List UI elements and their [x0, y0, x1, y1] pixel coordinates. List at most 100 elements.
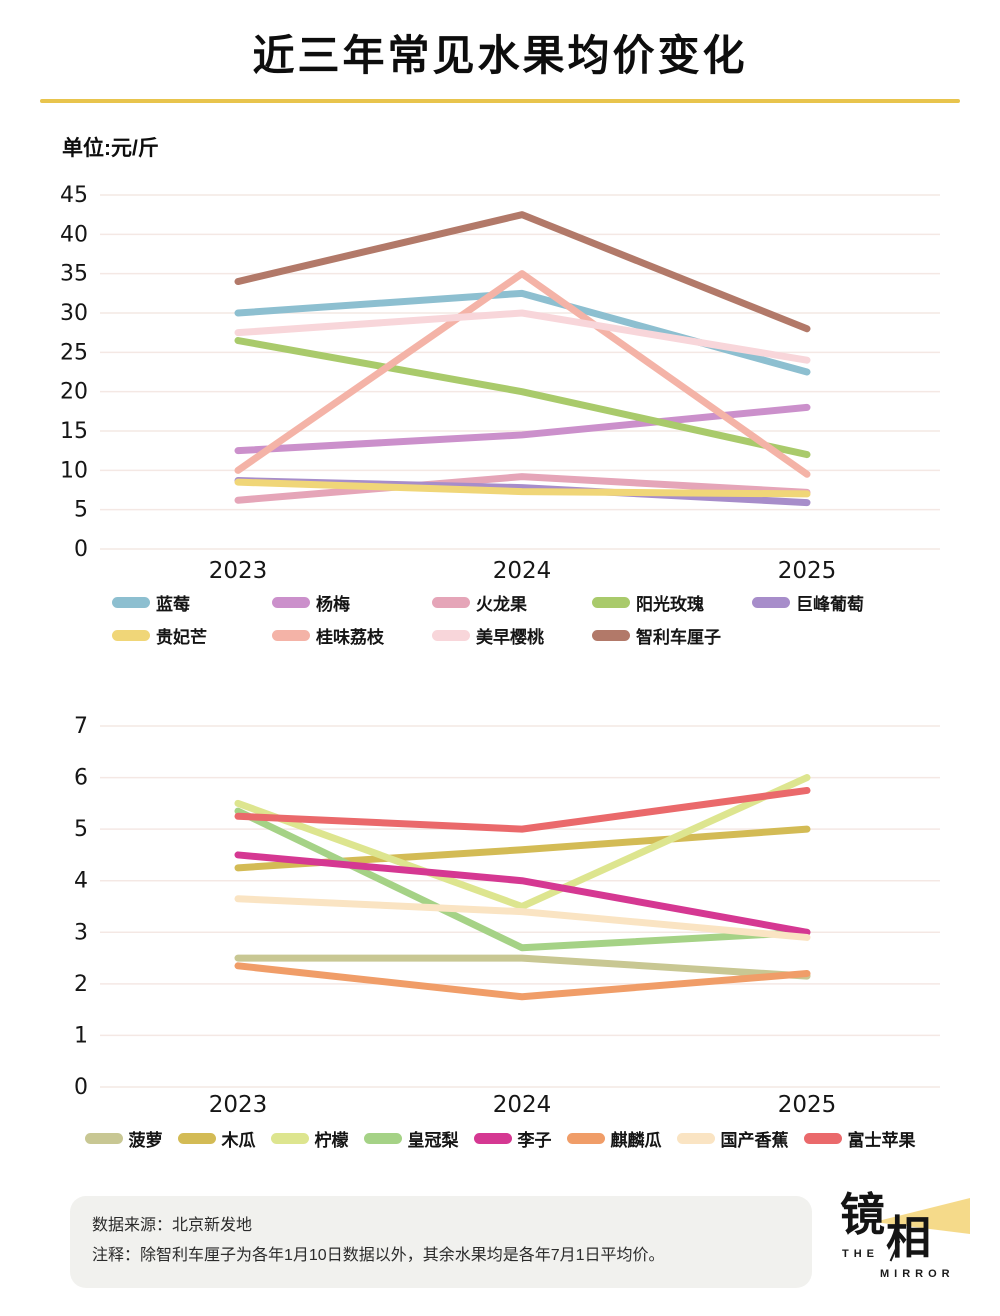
legend-label: 富士苹果 — [847, 1130, 916, 1150]
x-tick-label: 2024 — [493, 1092, 552, 1118]
series-line-麒麟瓜 — [234, 962, 811, 1001]
legend-label: 李子 — [517, 1130, 552, 1150]
legend-label: 巨峰葡萄 — [796, 594, 864, 614]
x-tick-label: 2025 — [778, 558, 837, 584]
legend-swatch — [272, 596, 310, 608]
legend-expensive-fruits: 蓝莓 杨梅 火龙果 阳光玫瑰 巨峰葡萄贵妃芒 桂味荔枝 美早樱桃 智利车厘子 — [112, 590, 932, 647]
legend-item-蓝莓: 蓝莓 — [112, 590, 272, 614]
unit-label: 单位:元/斤 — [62, 137, 159, 160]
legend-item-富士苹果: 富士苹果 — [803, 1126, 916, 1150]
legend-swatch — [270, 1132, 309, 1144]
legend-swatch — [432, 596, 470, 608]
legend-label: 国产香蕉 — [720, 1130, 789, 1150]
y-tick-label: 30 — [60, 301, 88, 326]
legend-label: 蓝莓 — [156, 594, 190, 614]
mirror-logo: 镜 相 THE MIRROR — [838, 1190, 970, 1290]
legend-item-柠檬: 柠檬 — [270, 1126, 349, 1150]
legend-swatch — [803, 1132, 842, 1144]
series-line-阳光玫瑰 — [234, 337, 811, 459]
logo-beam-icon — [874, 1198, 970, 1234]
series-line-菠萝 — [234, 954, 811, 980]
legend-label: 柠檬 — [314, 1130, 349, 1150]
legend-swatch — [112, 596, 150, 608]
y-tick-label: 0 — [74, 1075, 88, 1100]
legend-item-桂味荔枝: 桂味荔枝 — [272, 623, 432, 647]
legend-swatch — [84, 1132, 123, 1144]
series-line-李子 — [234, 851, 811, 936]
title-divider — [40, 99, 960, 103]
y-tick-label: 6 — [74, 766, 88, 791]
legend-swatch — [676, 1132, 715, 1144]
legend-cheap-fruits: 菠萝 木瓜 柠檬 皇冠梨 李子 麒麟瓜 国产香蕉 富士苹果 — [0, 1126, 1000, 1150]
y-tick-label: 20 — [60, 380, 88, 405]
legend-swatch — [272, 629, 310, 641]
logo-text-mirror: MIRROR — [880, 1268, 955, 1280]
series-line-火龙果 — [234, 473, 811, 504]
legend-swatch — [473, 1132, 512, 1144]
legend-item-皇冠梨: 皇冠梨 — [363, 1126, 459, 1150]
legend-swatch — [592, 596, 630, 608]
legend-label: 菠萝 — [128, 1130, 163, 1150]
legend-swatch — [566, 1132, 605, 1144]
legend-swatch — [363, 1132, 402, 1144]
x-tick-label: 2025 — [778, 1092, 837, 1118]
footer-note-box: 数据来源：北京新发地 注释：除智利车厘子为各年1月10日数据以外，其余水果均是各… — [70, 1196, 812, 1288]
series-line-国产香蕉 — [234, 895, 811, 941]
legend-item-贵妃芒: 贵妃芒 — [112, 623, 272, 647]
x-tick-label: 2024 — [493, 558, 552, 584]
legend-label: 阳光玫瑰 — [636, 594, 704, 614]
legend-item-国产香蕉: 国产香蕉 — [676, 1126, 789, 1150]
y-tick-label: 15 — [60, 419, 88, 444]
x-tick-label: 2023 — [209, 558, 268, 584]
legend-label: 美早樱桃 — [476, 627, 544, 647]
series-line-皇冠梨 — [234, 807, 811, 952]
logo-char-jing: 镜 — [840, 1188, 886, 1241]
series-line-杨梅 — [234, 403, 811, 455]
legend-swatch — [112, 629, 150, 641]
legend-item-李子: 李子 — [473, 1126, 552, 1150]
legend-label: 桂味荔枝 — [316, 627, 384, 647]
y-tick-label: 0 — [74, 537, 88, 562]
legend-item-木瓜: 木瓜 — [177, 1126, 256, 1150]
series-line-富士苹果 — [234, 786, 811, 833]
legend-label: 杨梅 — [316, 594, 350, 614]
legend-swatch — [432, 629, 470, 641]
y-tick-label: 5 — [74, 498, 88, 523]
legend-swatch — [592, 629, 630, 641]
series-line-桂味荔枝 — [234, 270, 811, 478]
legend-label: 木瓜 — [221, 1130, 256, 1150]
x-tick-label: 2023 — [209, 1092, 268, 1118]
footnote-text: 注释：除智利车厘子为各年1月10日数据以外，其余水果均是各年7月1日平均价。 — [92, 1247, 665, 1264]
series-line-柠檬 — [234, 774, 811, 910]
y-tick-label: 1 — [74, 1023, 88, 1048]
legend-item-巨峰葡萄: 巨峰葡萄 — [752, 590, 912, 614]
y-tick-label: 10 — [60, 458, 88, 483]
series-line-美早樱桃 — [234, 309, 811, 364]
y-tick-label: 35 — [60, 262, 88, 287]
legend-item-杨梅: 杨梅 — [272, 590, 432, 614]
legend-item-火龙果: 火龙果 — [432, 590, 592, 614]
legend-label: 火龙果 — [476, 594, 527, 614]
legend-label: 贵妃芒 — [156, 627, 207, 647]
y-tick-label: 5 — [74, 817, 88, 842]
legend-item-菠萝: 菠萝 — [84, 1126, 163, 1150]
y-tick-label: 45 — [60, 183, 88, 208]
y-tick-label: 4 — [74, 869, 88, 894]
y-tick-label: 40 — [60, 222, 88, 247]
y-tick-label: 7 — [74, 714, 88, 739]
legend-item-阳光玫瑰: 阳光玫瑰 — [592, 590, 752, 614]
legend-item-麒麟瓜: 麒麟瓜 — [566, 1126, 662, 1150]
legend-swatch — [752, 596, 790, 608]
series-line-贵妃芒 — [234, 478, 811, 498]
legend-label: 智利车厘子 — [636, 627, 721, 647]
y-tick-label: 25 — [60, 340, 88, 365]
legend-item-美早樱桃: 美早樱桃 — [432, 623, 592, 647]
series-line-智利车厘子 — [234, 211, 811, 333]
legend-label: 皇冠梨 — [407, 1130, 459, 1150]
legend-label: 麒麟瓜 — [610, 1130, 662, 1150]
page-title: 近三年常见水果均价变化 — [252, 31, 748, 80]
data-source-text: 数据来源：北京新发地 — [92, 1217, 253, 1234]
